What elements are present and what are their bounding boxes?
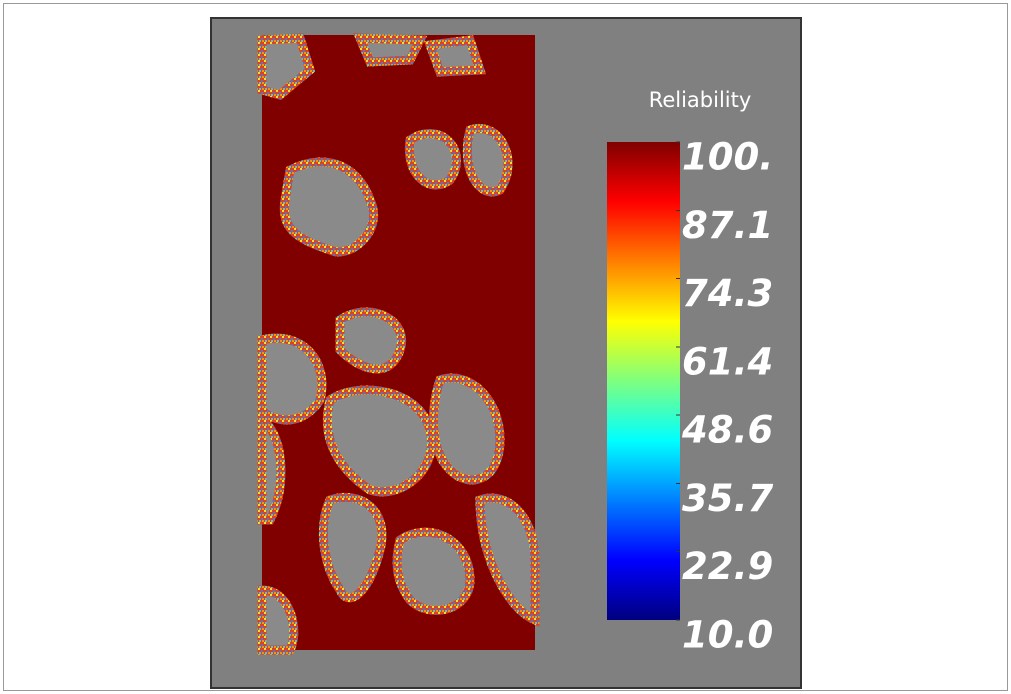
colorbar <box>607 142 680 620</box>
colorbar-tick-label: 87.1 <box>682 204 773 247</box>
colorbar-tick-label: 35.7 <box>682 477 774 520</box>
colorbar-tick-label: 22.9 <box>682 545 773 588</box>
reliability-map <box>257 33 540 655</box>
colorbar-title: Reliability <box>649 88 752 112</box>
colorbar-tick-label: 48.6 <box>681 408 773 451</box>
colorbar-tick-label: 100. <box>682 136 773 179</box>
colorbar-tick-label: 10.0 <box>682 614 773 657</box>
colorbar-tick-label: 61.4 <box>682 341 773 384</box>
colorbar-tick-label: 74.3 <box>682 272 773 315</box>
